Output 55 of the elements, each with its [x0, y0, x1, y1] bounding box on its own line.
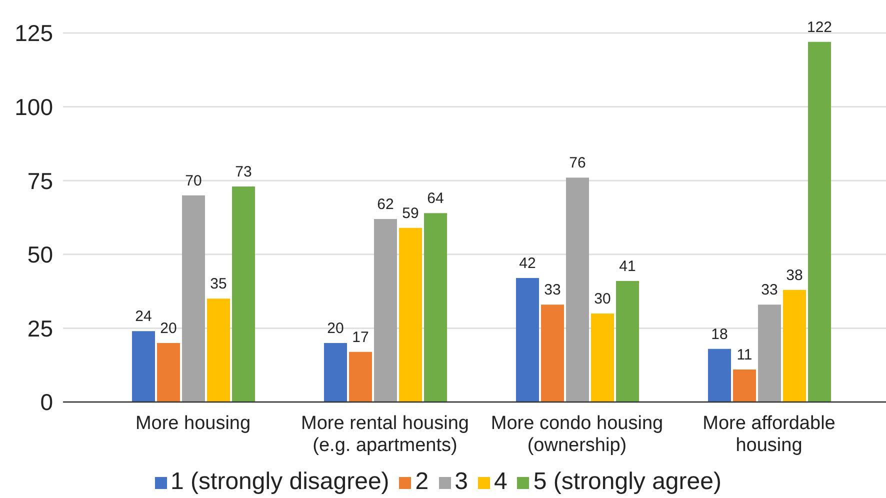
y-tick-label: 0	[40, 389, 53, 416]
data-label: 62	[377, 196, 394, 213]
bar	[132, 331, 155, 402]
data-label: 64	[427, 190, 444, 208]
bar	[399, 228, 422, 402]
x-tick-label: More affordable housing	[702, 413, 836, 456]
y-tick-label: 100	[14, 94, 53, 120]
data-label: 122	[806, 18, 832, 36]
y-tick-label: 50	[27, 242, 53, 268]
legend-label: 3	[454, 468, 468, 495]
data-label: 30	[594, 290, 611, 308]
bar	[708, 348, 731, 402]
legend-label: 5 (strongly agree)	[533, 468, 722, 495]
bar	[182, 195, 205, 402]
legend-label: 4	[494, 468, 508, 495]
legend-label: 2	[415, 468, 429, 495]
data-label: 73	[235, 164, 252, 181]
x-tick-label: More rental housing (e.g. apartments)	[301, 413, 469, 456]
data-label: 41	[619, 258, 636, 275]
data-label: 35	[210, 276, 227, 293]
data-label: 17	[352, 328, 369, 346]
data-label: 20	[160, 320, 177, 337]
bar	[324, 342, 347, 402]
x-tick-label: More condo housing (ownership)	[490, 413, 664, 456]
bar	[232, 186, 255, 402]
data-label: 20	[327, 320, 344, 337]
y-tick-label: 25	[27, 315, 53, 342]
bar	[157, 342, 180, 402]
data-label: 42	[519, 255, 536, 272]
bar	[374, 218, 397, 402]
bar	[541, 304, 564, 402]
data-label: 24	[135, 308, 152, 326]
bar	[516, 278, 539, 402]
bar	[207, 298, 230, 402]
bar	[616, 280, 639, 402]
data-label: 33	[761, 282, 778, 299]
bar	[424, 213, 447, 402]
data-label: 18	[711, 326, 728, 343]
x-tick-label: More housing	[135, 413, 251, 434]
bar	[591, 313, 614, 402]
y-tick-label: 125	[14, 20, 53, 46]
bar	[808, 42, 831, 402]
data-label: 38	[786, 266, 803, 284]
data-label: 59	[402, 204, 419, 222]
bar	[566, 178, 589, 402]
data-label: 70	[185, 172, 202, 190]
data-label: 76	[569, 154, 586, 172]
legend-label: 1 (strongly disagree)	[170, 468, 390, 495]
bar	[783, 290, 806, 402]
bar	[733, 370, 756, 402]
bar	[758, 304, 781, 402]
data-label: 33	[544, 282, 561, 299]
bar	[349, 352, 372, 402]
data-label: 11	[736, 346, 752, 364]
y-tick-label: 75	[27, 168, 53, 194]
